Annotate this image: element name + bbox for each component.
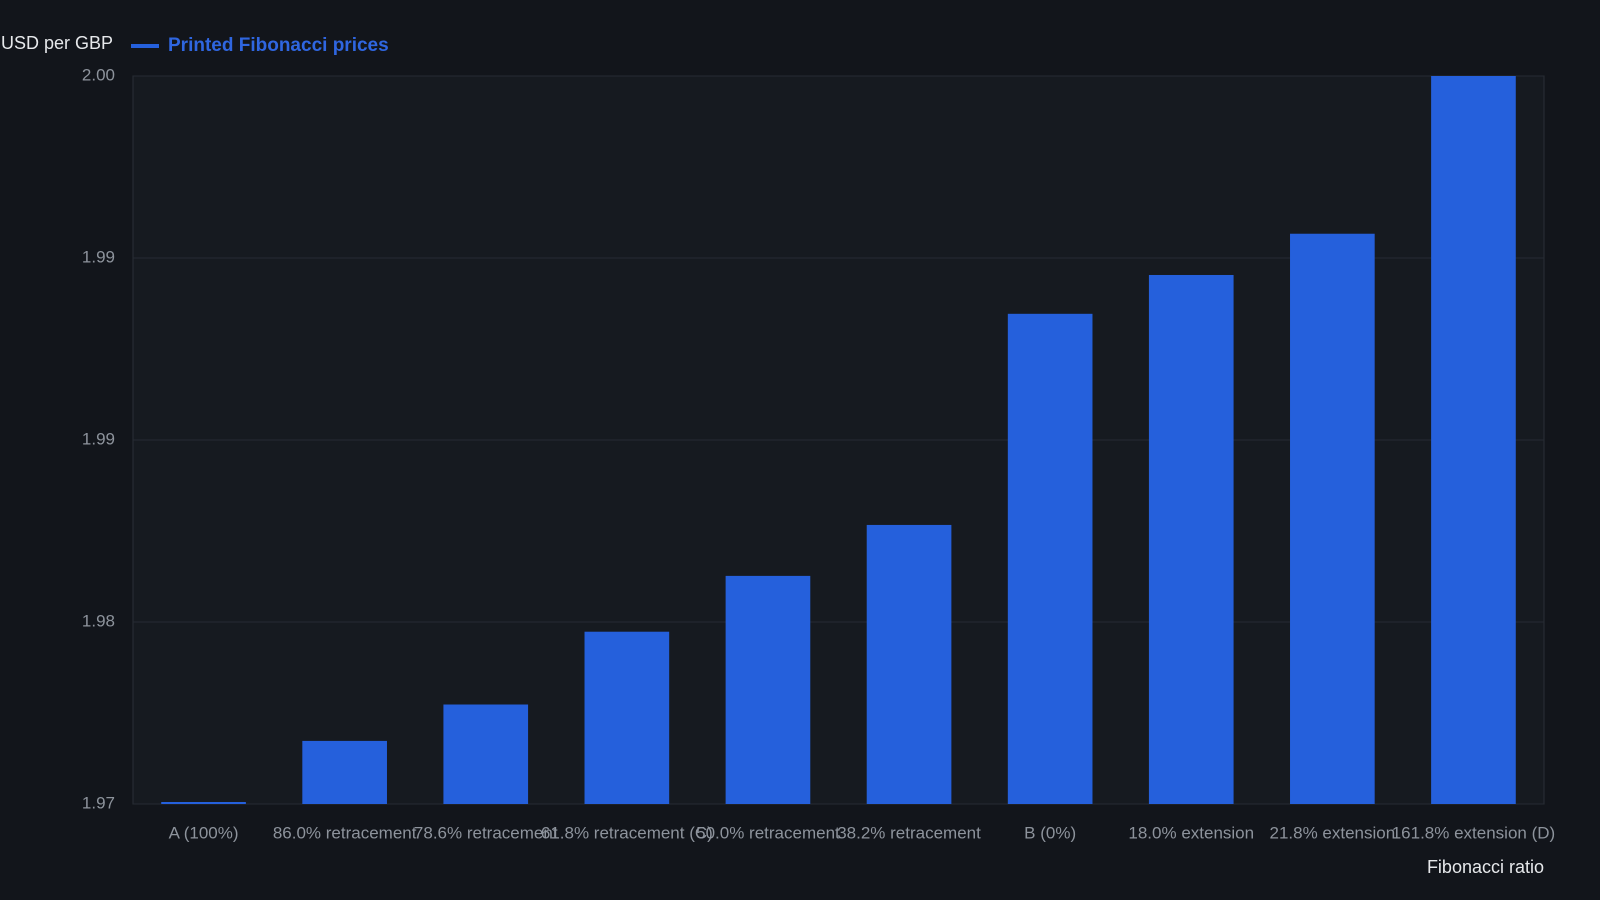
x-tick-label: 161.8% extension (D) [1392, 823, 1555, 842]
y-tick-label: 2.00 [82, 65, 115, 84]
y-tick-label: 1.97 [82, 793, 115, 812]
bar [443, 704, 529, 804]
x-tick-label: B (0%) [1024, 823, 1076, 842]
bar [302, 740, 387, 804]
x-axis-label: Fibonacci ratio [1427, 857, 1544, 877]
x-tick-label: 38.2% retracement [837, 823, 981, 842]
bar [1290, 233, 1375, 804]
legend-label: Printed Fibonacci prices [168, 35, 389, 56]
bar [866, 524, 952, 804]
x-tick-label: 61.8% retracement (C) [541, 823, 713, 842]
bar [584, 631, 670, 804]
bar [1148, 274, 1234, 804]
y-tick-label: 1.98 [82, 611, 115, 630]
x-tick-label: 50.0% retracement [696, 823, 840, 842]
y-axis-label: USD per GBP [1, 33, 113, 53]
x-tick-label: 21.8% extension [1269, 823, 1395, 842]
y-tick-label: 1.99 [82, 247, 115, 266]
bar [1007, 313, 1093, 804]
x-tick-label: 78.6% retracement [414, 823, 558, 842]
bar [1431, 76, 1516, 804]
bar [161, 802, 246, 804]
y-tick-label: 1.99 [82, 429, 115, 448]
x-tick-label: A (100%) [169, 823, 239, 842]
bar [725, 575, 811, 804]
x-tick-label: 18.0% extension [1128, 823, 1254, 842]
x-tick-label: 86.0% retracement [273, 823, 417, 842]
